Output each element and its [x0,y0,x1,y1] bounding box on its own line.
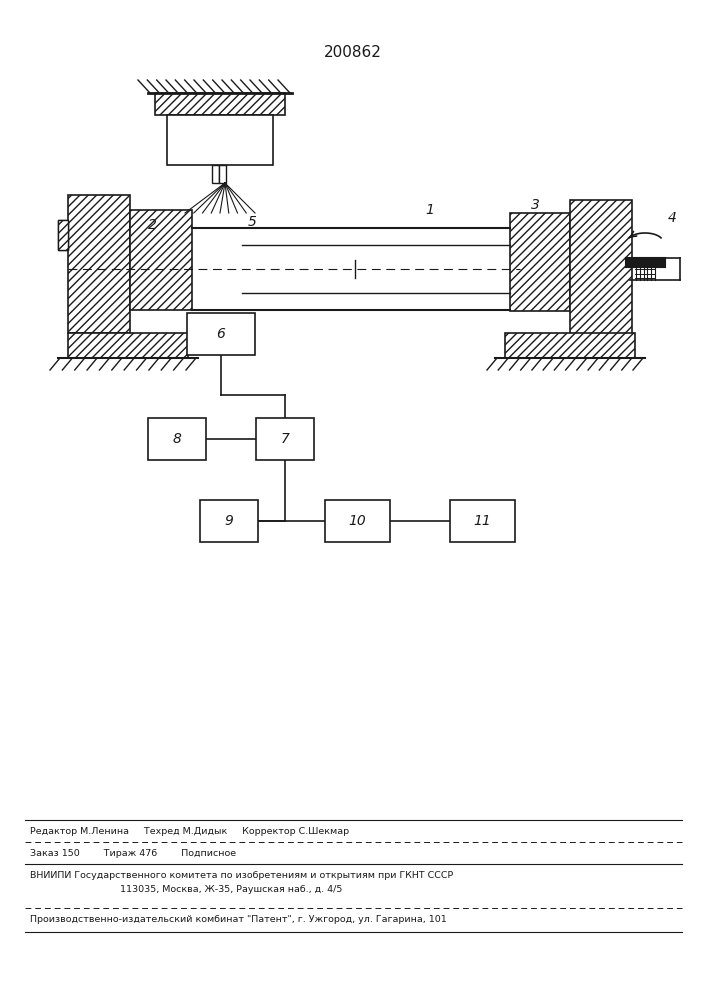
Bar [570,200,632,350]
Text: Производственно-издательский комбинат "Патент", г. Ужгород, ул. Гагарина, 101: Производственно-издательский комбинат "П… [30,916,447,924]
Bar [219,165,226,183]
Bar [58,220,68,250]
Bar [68,195,130,333]
Text: Заказ 150        Тираж 476        Подписное: Заказ 150 Тираж 476 Подписное [30,848,236,857]
Text: 3: 3 [530,198,539,212]
Text: 200862: 200862 [324,45,382,60]
Text: Редактор М.Ленина     Техред М.Дидык     Корректор С.Шекмар: Редактор М.Ленина Техред М.Дидык Коррект… [30,826,349,836]
Text: 113035, Москва, Ж-35, Раушская наб., д. 4/5: 113035, Москва, Ж-35, Раушская наб., д. … [120,886,342,894]
Text: 9: 9 [225,514,233,528]
Bar [450,500,515,542]
Text: 11: 11 [474,514,491,528]
Bar [155,93,285,115]
Text: 7: 7 [281,432,289,446]
Bar [510,213,570,311]
Bar [200,500,258,542]
Text: 6: 6 [216,327,226,341]
Bar [167,115,273,165]
Text: 10: 10 [349,514,366,528]
Bar [212,165,219,183]
Bar [187,313,255,355]
Text: 5: 5 [247,215,257,229]
Bar [505,333,635,358]
Text: ВНИИПИ Государственного комитета по изобретениям и открытиям при ГКНТ СССР: ВНИИПИ Государственного комитета по изоб… [30,870,453,880]
Bar [68,333,188,358]
Bar [325,500,390,542]
Bar [148,418,206,460]
Text: 4: 4 [667,211,677,225]
Text: 1: 1 [426,203,434,217]
Bar [256,418,314,460]
Bar [58,220,68,250]
Bar [130,210,192,310]
Text: 8: 8 [173,432,182,446]
Text: 2: 2 [148,218,156,232]
